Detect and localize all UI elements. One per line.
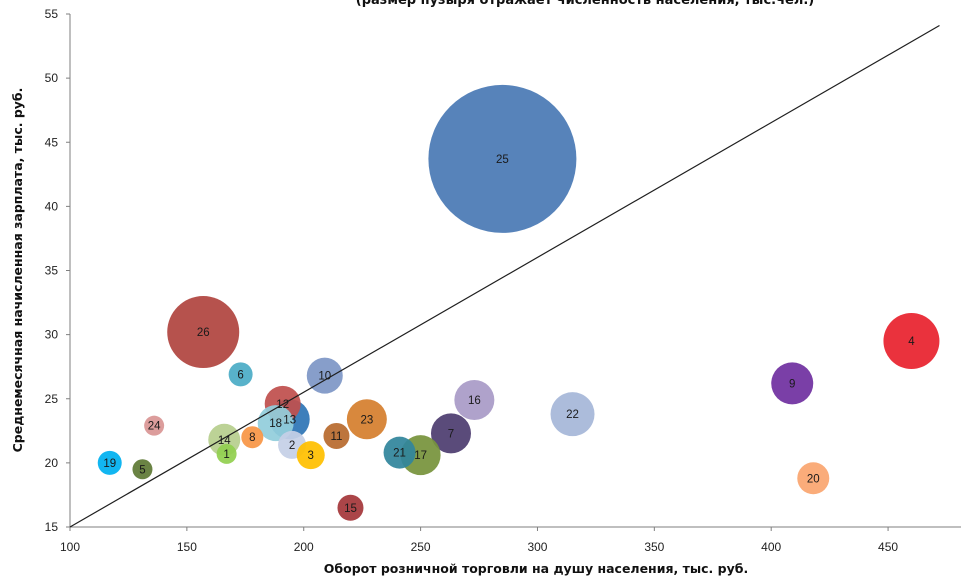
bubble-label-24: 24 <box>148 421 161 433</box>
x-tick-label: 100 <box>60 540 80 554</box>
bubble-label-9: 9 <box>789 378 795 390</box>
bubble-6 <box>228 362 253 387</box>
bubble-label-26: 26 <box>197 327 210 339</box>
y-tick-label: 25 <box>45 392 59 406</box>
bubble-label-20: 20 <box>807 473 820 485</box>
chart-title: (размер пузыря отражает численность насе… <box>356 0 814 8</box>
y-axis-title: Среднемесячная начисленная зарплата, тыс… <box>10 88 25 453</box>
bubble-label-8: 8 <box>249 432 255 444</box>
y-tick-label: 35 <box>45 264 59 278</box>
trendline <box>69 25 940 528</box>
bubble-label-17: 17 <box>414 450 427 462</box>
y-tick-label: 45 <box>45 135 59 149</box>
bubble-label-4: 4 <box>908 336 915 348</box>
x-tick-label: 200 <box>294 540 314 554</box>
bubble-label-12: 12 <box>276 399 289 411</box>
bubble-11 <box>323 422 350 449</box>
bubble-label-18: 18 <box>269 418 282 430</box>
bubble-24 <box>144 415 165 436</box>
x-axis-ticks: 100 150 200 250 300 350 400 450 <box>60 527 898 554</box>
y-tick-label: 55 <box>45 7 59 21</box>
x-tick-label: 450 <box>878 540 898 554</box>
y-tick-label: 15 <box>45 520 59 534</box>
x-tick-label: 300 <box>527 540 547 554</box>
bubble-20 <box>797 462 830 495</box>
y-tick-label: 50 <box>45 71 59 85</box>
bubble-15 <box>337 494 364 521</box>
bubble-3 <box>296 441 325 470</box>
trendline-layer <box>69 25 940 528</box>
x-tick-label: 150 <box>177 540 197 554</box>
bubble-label-11: 11 <box>330 431 342 443</box>
bubble-label-3: 3 <box>308 450 314 462</box>
bubble-label-21: 21 <box>393 448 406 460</box>
bubble-labels-layer: 1234567891011121314151617181920212223242… <box>103 154 915 515</box>
bubbles-layer <box>97 84 940 521</box>
bubble-8 <box>241 426 264 449</box>
x-tick-label: 250 <box>411 540 431 554</box>
bubble-22 <box>550 392 595 437</box>
bubble-19 <box>97 450 122 475</box>
y-tick-label: 20 <box>45 456 59 470</box>
bubble-label-15: 15 <box>344 503 357 515</box>
bubble-label-23: 23 <box>360 414 373 426</box>
bubble-26 <box>167 296 240 369</box>
bubble-25 <box>428 84 577 233</box>
bubble-23 <box>346 399 387 440</box>
bubble-21 <box>383 436 416 469</box>
bubble-label-19: 19 <box>103 458 116 470</box>
bubble-16 <box>454 380 495 421</box>
bubble-label-10: 10 <box>318 371 331 383</box>
bubble-label-5: 5 <box>139 464 145 476</box>
bubble-label-13: 13 <box>283 414 296 426</box>
bubble-label-6: 6 <box>237 369 243 381</box>
bubble-label-2: 2 <box>289 440 295 452</box>
bubble-label-1: 1 <box>223 449 229 461</box>
bubble-9 <box>771 362 814 405</box>
x-axis-title: Оборот розничной торговли на душу населе… <box>324 561 748 576</box>
bubble-4 <box>883 313 940 370</box>
y-tick-label: 40 <box>45 199 59 213</box>
bubble-label-14: 14 <box>218 435 231 447</box>
x-tick-label: 350 <box>644 540 664 554</box>
y-tick-label: 30 <box>45 328 59 342</box>
bubble-label-16: 16 <box>468 395 481 407</box>
bubble-label-7: 7 <box>448 428 454 440</box>
bubble-label-25: 25 <box>496 154 509 166</box>
bubble-7 <box>430 413 471 454</box>
bubble-label-22: 22 <box>566 409 579 421</box>
y-axis-ticks: 15 20 25 30 35 40 45 50 55 <box>45 7 70 534</box>
x-tick-label: 400 <box>761 540 781 554</box>
bubble-5 <box>132 459 153 480</box>
bubble-1 <box>216 443 237 464</box>
